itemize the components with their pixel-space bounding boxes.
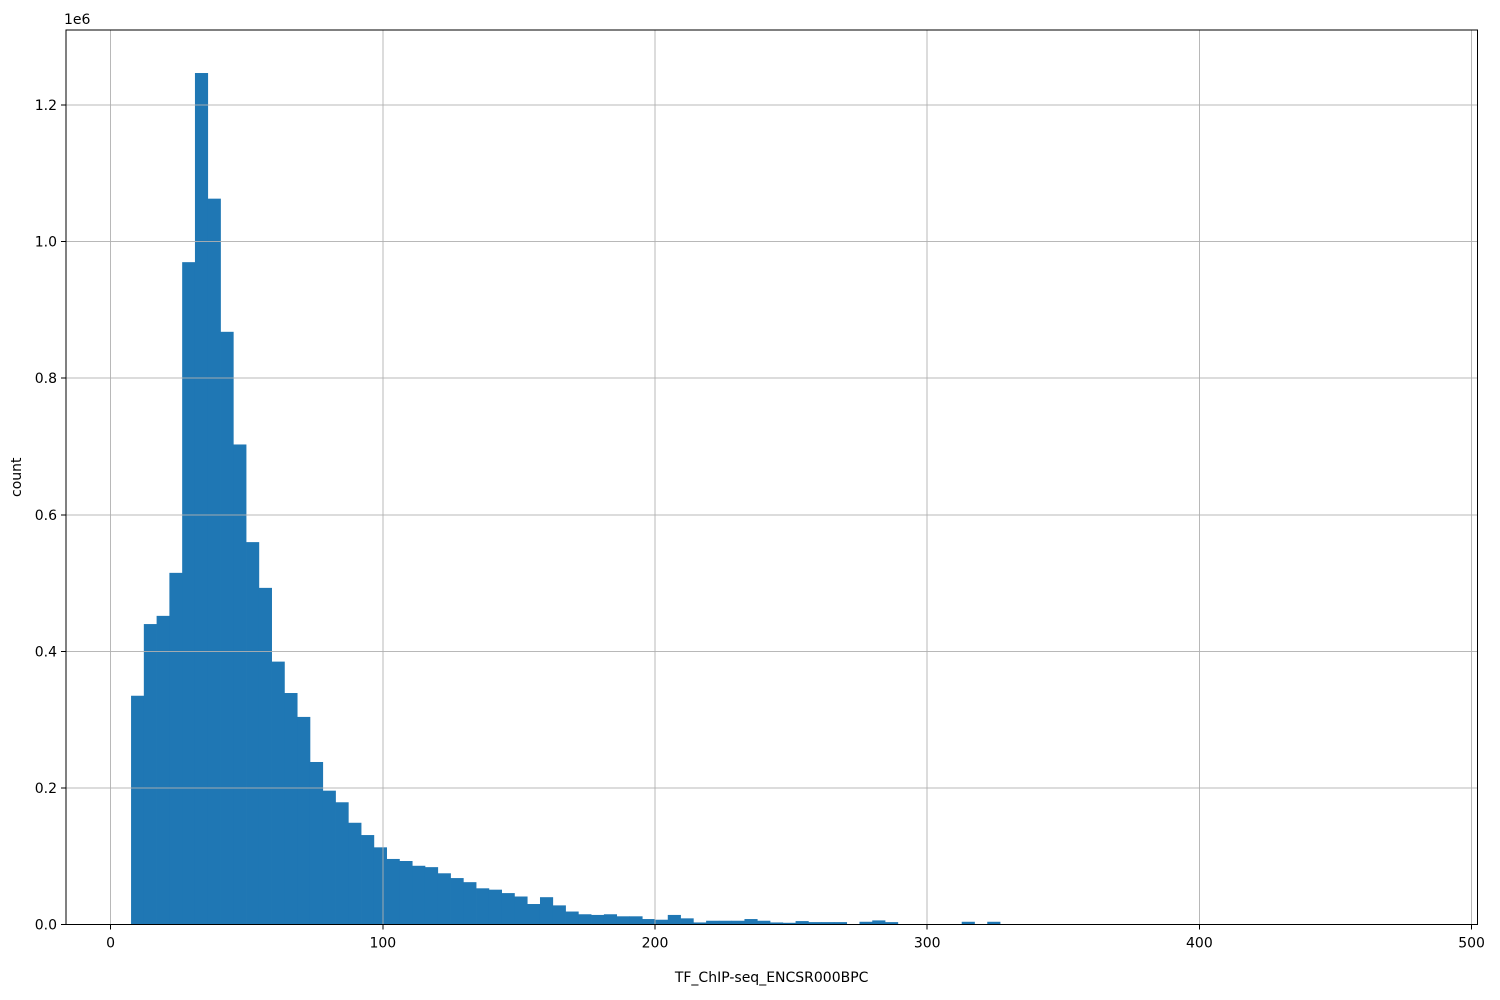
- x-tick-label: 500: [1458, 936, 1485, 952]
- histogram-bar: [718, 920, 733, 925]
- histogram-bars: [131, 73, 1001, 925]
- histogram-bar: [539, 897, 554, 925]
- histogram-bar: [207, 198, 221, 925]
- histogram-bar: [527, 904, 541, 925]
- x-tick-label: 400: [1186, 936, 1213, 952]
- histogram-bar: [565, 911, 579, 925]
- y-axis-offset-label: 1e6: [64, 12, 91, 28]
- histogram-bar: [271, 661, 285, 925]
- y-tick-label: 0.0: [35, 918, 57, 934]
- histogram-bar: [194, 73, 209, 925]
- x-tick-label: 0: [106, 936, 115, 952]
- histogram-bar: [284, 693, 298, 925]
- histogram-bar: [885, 922, 899, 925]
- histogram-bar: [297, 716, 311, 925]
- histogram-bar: [246, 542, 260, 925]
- histogram-bar: [591, 914, 605, 925]
- histogram-bar: [131, 695, 145, 925]
- histogram-bar: [731, 920, 745, 925]
- histogram-bar: [386, 858, 400, 925]
- y-tick-label: 0.8: [35, 371, 57, 387]
- histogram-bar: [463, 882, 477, 925]
- y-tick-label: 0.2: [35, 781, 57, 797]
- x-tick-label: 300: [914, 936, 941, 952]
- histogram-bar: [757, 920, 771, 925]
- histogram-bar: [322, 790, 336, 925]
- histogram-bar: [821, 922, 835, 925]
- histogram-bar: [987, 921, 1001, 925]
- histogram-bar: [450, 878, 464, 925]
- histogram-bar: [693, 922, 707, 925]
- histogram-bar: [501, 893, 515, 925]
- histogram-bar: [808, 922, 822, 925]
- histogram-bar: [872, 920, 886, 925]
- x-tick-label: 200: [642, 936, 669, 952]
- histogram-bar: [616, 916, 630, 925]
- axis-ticks: [61, 104, 1473, 930]
- histogram-bar: [169, 572, 183, 925]
- histogram-bar: [476, 888, 490, 925]
- histogram-bar: [309, 761, 324, 925]
- histogram-bar: [258, 587, 272, 925]
- histogram-bar: [744, 919, 758, 925]
- histogram-bar: [795, 921, 809, 925]
- histogram-bar: [143, 624, 157, 925]
- axes-spines: [65, 29, 1478, 925]
- histogram-bar: [220, 331, 234, 925]
- histogram-bar: [859, 921, 873, 925]
- histogram-bar: [156, 615, 170, 925]
- histogram-bar: [399, 861, 413, 925]
- histogram-bar: [373, 847, 387, 925]
- histogram-bar: [412, 865, 426, 925]
- histogram-bar: [770, 922, 784, 925]
- axes-frame: [65, 29, 1478, 925]
- y-tick-labels: 0.0 0.2 0.4 0.6 0.8 1.0 1.2: [35, 98, 57, 933]
- histogram-bar: [782, 922, 796, 925]
- histogram-bar: [233, 444, 247, 925]
- histogram-bar: [578, 914, 592, 925]
- y-tick-label: 1.2: [35, 98, 57, 114]
- histogram-bar: [437, 873, 451, 925]
- x-tick-label: 100: [369, 936, 396, 952]
- histogram-bar: [706, 920, 720, 925]
- histogram-bar: [603, 914, 618, 925]
- histogram-bar: [833, 922, 848, 925]
- histogram-bar: [488, 889, 502, 925]
- histogram-bar: [655, 919, 669, 925]
- histogram-bar: [514, 896, 528, 925]
- histogram-bar: [680, 918, 694, 925]
- histogram-bar: [642, 919, 656, 925]
- histogram-bar: [629, 916, 643, 925]
- histogram-bar: [552, 905, 566, 925]
- x-axis-label: TF_ChIP-seq_ENCSR000BPC: [674, 970, 869, 986]
- y-tick-label: 1.0: [35, 235, 57, 251]
- histogram-bar: [424, 867, 439, 925]
- y-axis-label: count: [9, 457, 25, 497]
- histogram-bar: [348, 822, 362, 925]
- histogram-bar: [361, 835, 375, 925]
- histogram-bar: [961, 921, 975, 925]
- histogram-bar: [335, 802, 349, 925]
- y-tick-label: 0.4: [35, 644, 57, 660]
- histogram-bar: [182, 262, 196, 925]
- x-tick-labels: 0 100 200 300 400 500: [106, 936, 1485, 952]
- histogram-bar: [667, 914, 681, 925]
- y-tick-label: 0.6: [35, 508, 57, 524]
